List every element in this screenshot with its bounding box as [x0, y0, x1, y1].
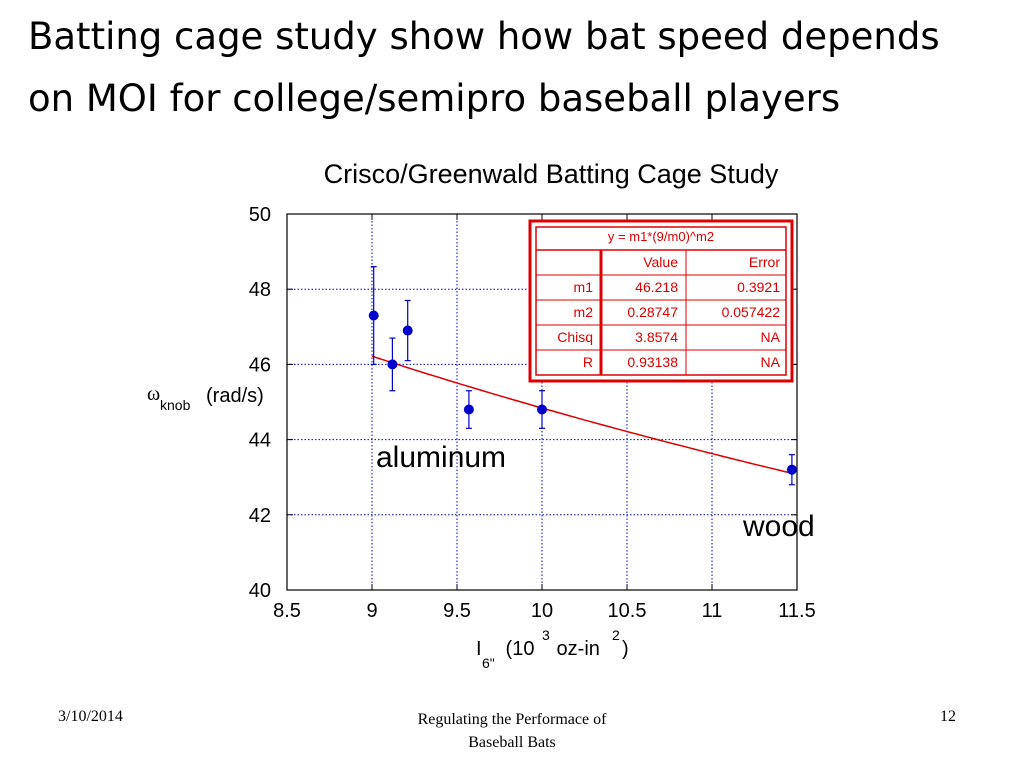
fit-table-inner-frame	[535, 226, 787, 376]
fit-table-error: 0.3921	[737, 279, 780, 295]
data-point	[537, 404, 547, 415]
footer-date: 3/10/2014	[58, 708, 123, 725]
x-tick-label: 10.5	[608, 600, 647, 622]
fit-table-error: NA	[761, 329, 781, 345]
x-tick-label: 11.5	[778, 600, 815, 622]
footer-title-line-2: Baseball Bats	[468, 734, 556, 751]
y-tick-label: 40	[249, 580, 271, 602]
slide-title-line-1: Batting cage study show how bat speed de…	[28, 15, 940, 58]
fit-table-error: 0.057422	[722, 304, 781, 320]
y-tick-label: 50	[249, 204, 271, 226]
data-point	[402, 325, 413, 336]
y-tick-label: 44	[249, 430, 271, 452]
annotation-aluminum: aluminum	[376, 441, 506, 474]
fit-curve	[371, 355, 793, 474]
data-points	[368, 266, 797, 486]
fit-table-value: 46.218	[635, 279, 678, 295]
data-point	[786, 464, 797, 475]
slide-title-line-2: on MOI for college/semipro baseball play…	[28, 77, 841, 120]
x-tick-label: 9.5	[443, 600, 471, 622]
annotation-wood: wood	[742, 510, 815, 543]
x-tick-label: 11	[702, 600, 723, 622]
footer-title-line-1: Regulating the Performace of	[417, 711, 607, 728]
fit-table-value: 3.8574	[635, 329, 678, 345]
x-axis-unit-c: )	[622, 638, 629, 660]
fit-table-error: NA	[761, 354, 781, 370]
footer-presentation-title: Regulating the Performace of Baseball Ba…	[362, 708, 662, 754]
x-tick-label: 8.5	[273, 600, 301, 622]
x-axis-sup-a: 3	[542, 627, 550, 643]
data-point	[368, 310, 379, 321]
y-tick-label: 46	[249, 354, 271, 376]
fit-table-frame	[528, 219, 794, 383]
fit-table-value: 0.28747	[627, 304, 678, 320]
x-tick-label: 9	[366, 600, 377, 622]
y-tick-label: 48	[249, 279, 271, 301]
data-point	[387, 359, 398, 370]
y-axis-label: ω knob (rad/s)	[147, 383, 264, 413]
y-axis-symbol: ω	[147, 383, 160, 405]
x-axis-label: I 6" (10 3 oz-in 2 )	[476, 627, 629, 671]
data-point	[463, 404, 474, 415]
axis-ticks: 8.5 9 9.5 10 10.5 11 11.5 40 42 44 46 48 50	[249, 204, 816, 622]
fit-curve-group	[371, 355, 793, 474]
y-tick-label: 42	[249, 505, 271, 527]
fit-table: y = m1*(9/m0)^m2 Value Error m1 46.218 0…	[528, 219, 794, 383]
y-axis-subscript: knob	[160, 397, 191, 413]
x-axis-unit-b: oz-in	[551, 638, 600, 660]
x-tick-label: 10	[531, 600, 553, 622]
x-axis-subscript: 6"	[482, 655, 495, 671]
x-axis-sup-b: 2	[612, 627, 620, 643]
x-axis-symbol: I	[476, 638, 482, 660]
fit-table-param: m2	[574, 304, 594, 320]
slide-title: Batting cage study show how bat speed de…	[28, 6, 988, 130]
fit-table-param: R	[583, 354, 593, 370]
y-axis-unit: (rad/s)	[206, 385, 264, 407]
chart-title: Crisco/Greenwald Batting Cage Study	[324, 159, 779, 189]
fit-table-col-error: Error	[749, 254, 780, 270]
fit-table-param: m1	[574, 279, 594, 295]
x-axis-unit-a: (10	[500, 638, 534, 660]
fit-table-param: Chisq	[557, 329, 593, 345]
fit-table-equation: y = m1*(9/m0)^m2	[608, 229, 714, 244]
fit-table-col-value: Value	[643, 254, 678, 270]
fit-table-value: 0.93138	[627, 354, 678, 370]
footer-page-number: 12	[940, 708, 956, 725]
